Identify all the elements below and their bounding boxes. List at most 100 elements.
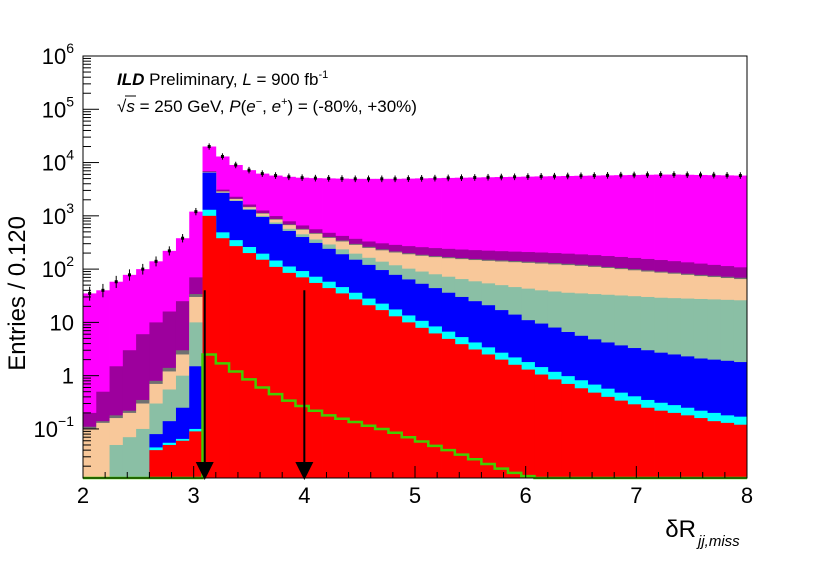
y-tick-exponent: 2	[66, 253, 74, 269]
x-tick-label: 5	[409, 483, 421, 508]
e-plus: e	[272, 97, 281, 116]
data-point	[685, 171, 689, 179]
energy-label: = 250 GeV,	[135, 97, 229, 116]
stack-bar	[375, 310, 389, 478]
stack-bar	[308, 282, 323, 478]
stack-bar	[335, 293, 349, 478]
data-marker	[300, 176, 304, 180]
ild-label: ILD	[117, 70, 144, 89]
stack-bar	[388, 316, 403, 478]
data-marker	[645, 173, 649, 177]
data-marker	[234, 163, 238, 167]
stack-bar	[242, 253, 257, 478]
stack-bar	[268, 266, 283, 478]
stack-bar	[122, 437, 137, 478]
y-tick-exponent: 3	[66, 200, 74, 216]
stack-bar	[295, 277, 310, 478]
stack-bar	[494, 359, 509, 478]
data-point	[287, 173, 291, 181]
lumi-symbol: L	[242, 70, 251, 89]
data-point	[632, 171, 636, 179]
x-tick-label: 2	[77, 483, 89, 508]
data-marker	[619, 173, 623, 177]
y-tick-label: 106	[42, 40, 74, 69]
data-point	[88, 286, 92, 301]
stack-bar	[322, 288, 336, 478]
data-point	[725, 172, 729, 179]
axis-ticks	[82, 55, 748, 478]
svg-text:ILD Preliminary, L = 900 fb-1: ILD Preliminary, L = 900 fb-1	[117, 69, 328, 89]
data-marker	[194, 210, 198, 214]
p-symbol: P	[229, 97, 241, 116]
data-point	[606, 172, 610, 179]
data-point	[260, 170, 264, 177]
data-marker	[114, 280, 118, 284]
e-minus: e	[246, 97, 255, 116]
stack-bar	[109, 444, 124, 478]
data-marker	[685, 173, 689, 177]
data-marker	[606, 173, 610, 177]
y-tick-base: 10	[42, 151, 66, 176]
stack-bar	[720, 422, 735, 478]
sqrt-symbol: √	[117, 97, 127, 116]
y-tick-label: 105	[42, 93, 74, 122]
data-marker	[738, 174, 742, 178]
data-point	[406, 175, 410, 182]
e-plus-sup: +	[281, 96, 287, 108]
stack-bar	[348, 299, 363, 478]
data-marker	[274, 174, 278, 178]
data-point	[167, 246, 171, 256]
data-point	[274, 172, 278, 179]
data-point	[380, 175, 384, 183]
data-marker	[393, 177, 397, 181]
y-tick-label: 103	[42, 200, 74, 229]
data-marker	[499, 175, 503, 179]
data-marker	[220, 154, 224, 158]
stack-bar	[693, 418, 708, 478]
stack-bar	[667, 412, 681, 478]
data-marker	[327, 176, 331, 180]
pol-close: ) = (-80%, +30%)	[288, 97, 417, 116]
preliminary-label: Preliminary,	[144, 70, 242, 89]
data-marker	[287, 175, 291, 179]
data-marker	[127, 273, 131, 277]
stack-bar	[507, 364, 522, 478]
data-point	[220, 153, 224, 160]
data-point	[592, 172, 596, 179]
data-point	[393, 175, 397, 183]
data-marker	[539, 174, 543, 178]
data-point	[340, 175, 344, 182]
data-marker	[181, 236, 185, 240]
y-tick-label: 104	[42, 147, 74, 176]
stack-bar	[149, 450, 164, 478]
data-point	[114, 275, 118, 288]
y-tick-exponent: 5	[66, 93, 74, 109]
stack-bar	[215, 238, 230, 478]
data-marker	[566, 174, 570, 178]
data-marker	[154, 259, 158, 263]
x-tick-labels: 2 3 4 5 6 7 8	[77, 483, 753, 508]
data-point	[433, 174, 437, 182]
y-tick-exponent: −1	[58, 413, 74, 429]
data-marker	[579, 174, 583, 178]
data-marker	[632, 173, 636, 177]
stack-bar	[162, 444, 177, 478]
data-marker	[141, 267, 145, 271]
data-marker	[513, 175, 517, 179]
data-marker	[459, 176, 463, 180]
data-point	[420, 175, 424, 182]
data-marker	[433, 176, 437, 180]
y-tick-exponent: 6	[66, 40, 74, 56]
y-tick-base: 1	[62, 364, 74, 389]
stack-bar	[202, 215, 217, 478]
data-marker	[367, 177, 371, 181]
stack-bar	[640, 407, 655, 478]
data-marker	[260, 172, 264, 176]
stack-bar	[627, 404, 642, 478]
stack-bar	[587, 392, 602, 478]
data-marker	[167, 249, 171, 253]
data-marker	[725, 173, 729, 177]
y-tick-label: 102	[42, 253, 74, 282]
data-point	[459, 174, 463, 182]
